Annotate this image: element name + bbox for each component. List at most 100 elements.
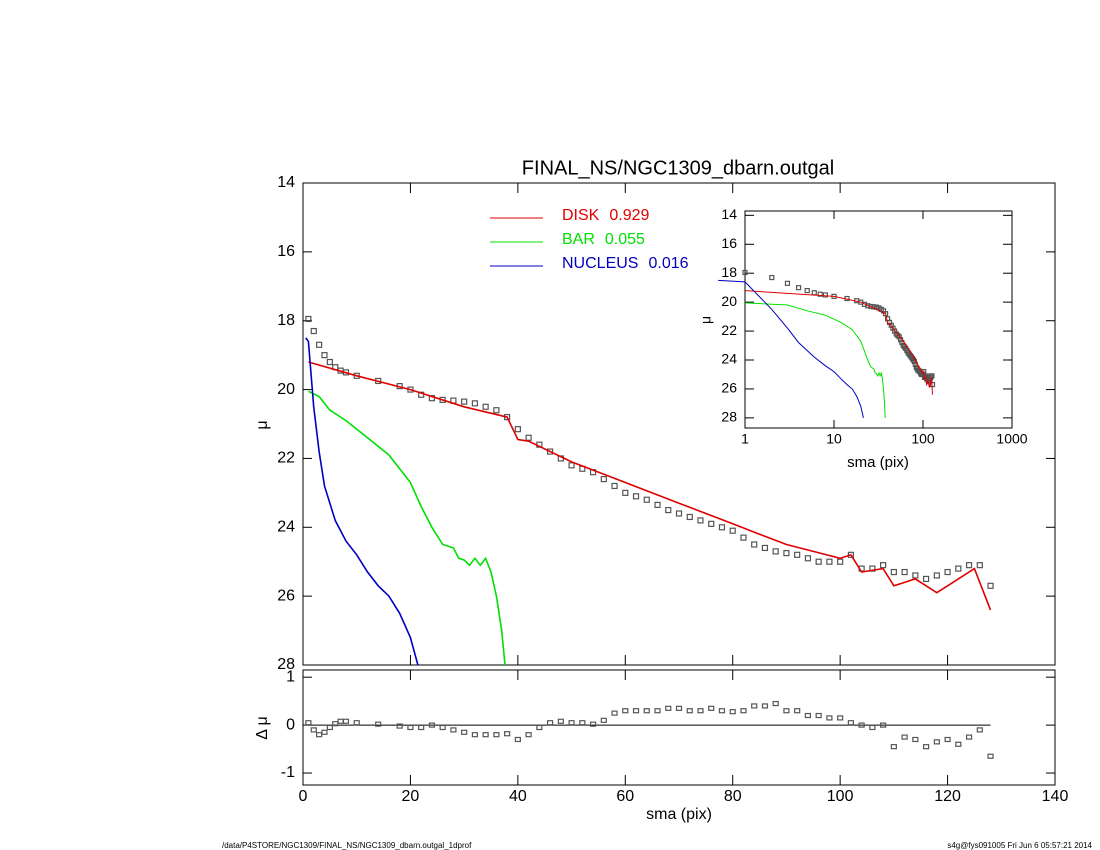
x-tick-label: 1	[741, 431, 749, 447]
x-tick-label: 10	[826, 431, 842, 447]
y-tick-label: -1	[281, 764, 295, 781]
observed-point	[742, 269, 748, 276]
residual-point	[804, 712, 812, 719]
residual-frame	[302, 669, 1056, 786]
residual-point	[396, 723, 403, 729]
x-tick-label: 120	[934, 788, 961, 805]
observed-point	[955, 565, 962, 572]
residual-point	[471, 732, 478, 738]
observed-point	[611, 482, 618, 490]
y-tick-label: 18	[277, 312, 295, 329]
y-tick-label: 14	[721, 206, 737, 222]
x-tick-label: 0	[299, 788, 308, 805]
residual-point	[461, 729, 468, 735]
observed-point	[987, 582, 994, 589]
y-tick-label: 20	[721, 293, 737, 309]
x-axis-label: sma (pix)	[646, 806, 712, 823]
residual-point	[332, 721, 339, 727]
observed-point	[493, 407, 500, 414]
y-tick-label: 14	[277, 174, 295, 191]
observed-point	[708, 520, 715, 527]
y-tick-label: 26	[277, 587, 295, 604]
residual-point	[794, 708, 801, 714]
observed-point	[632, 493, 640, 500]
residual-point	[772, 700, 779, 707]
residual-point	[643, 708, 650, 714]
residual-point	[546, 720, 554, 726]
residual-point	[880, 722, 887, 728]
residual-point	[987, 753, 994, 759]
residual-point	[740, 708, 747, 714]
y-tick-label: 24	[721, 351, 737, 367]
y-tick-label: 0	[286, 716, 295, 733]
residual-point	[761, 703, 769, 709]
residual-point	[579, 720, 586, 726]
observed-point	[822, 292, 828, 298]
observed-point	[933, 572, 940, 579]
observed-point	[600, 475, 607, 483]
y-tick-label: 28	[277, 656, 295, 673]
model-line	[744, 290, 933, 395]
observed-point	[321, 352, 328, 359]
residual-point	[837, 715, 844, 721]
y-tick-label: 1	[286, 668, 295, 685]
residual-point	[428, 722, 436, 728]
observed-point	[804, 287, 810, 294]
residual-point	[418, 724, 425, 731]
observed-point	[769, 274, 775, 281]
residual-point	[493, 732, 500, 738]
y-tick-label: 16	[721, 235, 737, 251]
legend-label: NUCLEUS 0.016	[562, 255, 689, 272]
y-tick-label: 28	[721, 409, 737, 425]
x-tick-label: 100	[827, 788, 854, 805]
legend-label: DISK 0.929	[562, 207, 649, 224]
model-line	[718, 279, 864, 419]
observed-point	[675, 510, 683, 517]
legend-name: NUCLEUS	[562, 255, 638, 272]
residual-point	[337, 718, 344, 724]
x-tick-label: 140	[1042, 788, 1069, 805]
observed-point	[546, 448, 554, 455]
residual-point	[654, 708, 661, 714]
observed-point	[815, 558, 822, 565]
model-line	[744, 302, 886, 418]
legend-name: DISK	[562, 207, 600, 224]
observed-point	[817, 291, 823, 297]
observed-point	[310, 327, 317, 335]
observed-point	[305, 315, 312, 323]
observed-point	[912, 572, 919, 579]
residual-point	[525, 732, 532, 738]
observed-point	[643, 496, 650, 503]
observed-point	[837, 558, 844, 565]
legend-fraction: 0.055	[605, 231, 645, 248]
residual-point	[600, 717, 607, 723]
x-tick-label: 60	[616, 788, 634, 805]
residual-point	[589, 721, 597, 727]
main-frame	[302, 182, 1056, 666]
residual-point	[912, 736, 919, 743]
residual-point	[568, 720, 575, 726]
y-tick-label: 20	[277, 381, 295, 398]
observed-point	[686, 513, 693, 521]
residual-point	[310, 727, 317, 733]
y-tick-label: 24	[277, 519, 295, 536]
residual-point	[965, 734, 973, 740]
residual-point	[869, 724, 876, 731]
y-axis-label: μ	[254, 420, 271, 429]
y-tick-label: 16	[277, 243, 295, 260]
inset-x-label: sma (pix)	[847, 454, 909, 471]
residual-point	[858, 722, 865, 728]
residual-point	[686, 708, 693, 714]
x-tick-label: 40	[509, 788, 527, 805]
inset-frame	[744, 210, 1013, 429]
observed-point	[944, 568, 951, 576]
observed-point	[482, 403, 489, 410]
residual-point	[326, 724, 333, 731]
residual-point	[826, 715, 833, 721]
residual-point	[536, 724, 543, 731]
residual-point	[665, 705, 672, 711]
observed-point	[665, 506, 672, 514]
residual-point	[933, 739, 940, 745]
observed-point	[461, 398, 468, 405]
